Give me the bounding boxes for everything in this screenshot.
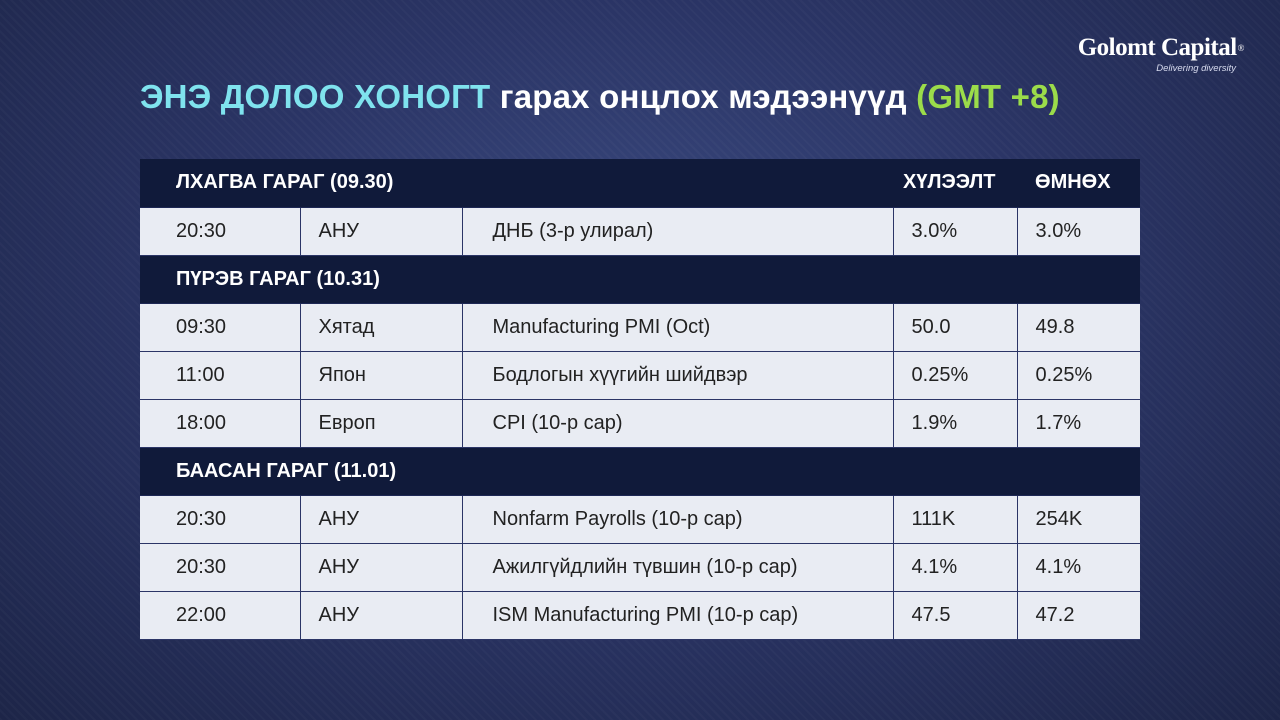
event-previous: 0.25% [1017,351,1141,400]
event-previous: 49.8 [1017,303,1141,352]
day-label: ПҮРЭВ ГАРАГ (10.31) [140,255,1141,304]
registered-mark: ® [1237,43,1245,53]
day-header-row: ЛХАГВА ГАРАГ (09.30) ХҮЛЭЭЛТ ӨМНӨХ [140,159,1141,208]
event-country: АНУ [300,495,463,544]
page-title: ЭНЭ ДОЛОО ХОНОГТ гарах онцлох мэдээнүүд … [140,78,1060,116]
event-name: Manufacturing PMI (Oct) [462,303,894,352]
event-name: Бодлогын хүүгийн шийдвэр [462,351,894,400]
header-previous: ӨМНӨХ [1017,159,1141,208]
event-country: Хятад [300,303,463,352]
day-label: БААСАН ГАРАГ (11.01) [140,447,1141,496]
brand-name: Golomt Capital® [1077,34,1245,62]
event-previous: 1.7% [1017,399,1141,448]
table-row: 22:00 АНУ ISM Manufacturing PMI (10-р са… [140,591,1141,640]
table-row: 20:30 АНУ Ажилгүйдлийн түвшин (10-р сар)… [140,543,1141,592]
event-time: 09:30 [140,303,301,352]
event-time: 20:30 [140,543,301,592]
table-row: 11:00 Япон Бодлогын хүүгийн шийдвэр 0.25… [140,351,1141,400]
event-time: 20:30 [140,207,301,256]
event-expected: 50.0 [893,303,1018,352]
event-time: 20:30 [140,495,301,544]
table-row: 20:30 АНУ ДНБ (3-р улирал) 3.0% 3.0% [140,207,1141,256]
event-country: АНУ [300,207,463,256]
event-name: ДНБ (3-р улирал) [462,207,894,256]
event-expected: 1.9% [893,399,1018,448]
table-row: 09:30 Хятад Manufacturing PMI (Oct) 50.0… [140,303,1141,352]
event-name: Ажилгүйдлийн түвшин (10-р сар) [462,543,894,592]
event-expected: 111K [893,495,1018,544]
table-row: 20:30 АНУ Nonfarm Payrolls (10-р сар) 11… [140,495,1141,544]
header-expected: ХҮЛЭЭЛТ [893,159,1018,208]
event-expected: 3.0% [893,207,1018,256]
event-country: Япон [300,351,463,400]
event-previous: 3.0% [1017,207,1141,256]
event-expected: 4.1% [893,543,1018,592]
day-header-row: ПҮРЭВ ГАРАГ (10.31) [140,255,1141,304]
event-country: Европ [300,399,463,448]
day-header-row: БААСАН ГАРАГ (11.01) [140,447,1141,496]
table-row: 18:00 Европ CPI (10-р сар) 1.9% 1.7% [140,399,1141,448]
brand-logo: Golomt Capital® Delivering diversity [1077,34,1245,74]
event-previous: 47.2 [1017,591,1141,640]
day-label: ЛХАГВА ГАРАГ (09.30) [140,159,894,208]
event-previous: 4.1% [1017,543,1141,592]
title-part-2: гарах онцлох мэдээнүүд [499,78,907,115]
brand-name-text: Golomt Capital [1077,34,1237,61]
brand-tagline: Delivering diversity [1156,63,1236,74]
event-country: АНУ [300,543,463,592]
event-previous: 254K [1017,495,1141,544]
event-country: АНУ [300,591,463,640]
event-expected: 47.5 [893,591,1018,640]
event-time: 11:00 [140,351,301,400]
event-name: ISM Manufacturing PMI (10-р сар) [462,591,894,640]
title-part-1: ЭНЭ ДОЛОО ХОНОГТ [140,78,491,115]
event-time: 18:00 [140,399,301,448]
event-time: 22:00 [140,591,301,640]
event-name: CPI (10-р сар) [462,399,894,448]
economic-calendar-table: ЛХАГВА ГАРАГ (09.30) ХҮЛЭЭЛТ ӨМНӨХ 20:30… [140,159,1141,640]
title-part-3: (GMT +8) [916,78,1060,115]
event-expected: 0.25% [893,351,1018,400]
event-name: Nonfarm Payrolls (10-р сар) [462,495,894,544]
